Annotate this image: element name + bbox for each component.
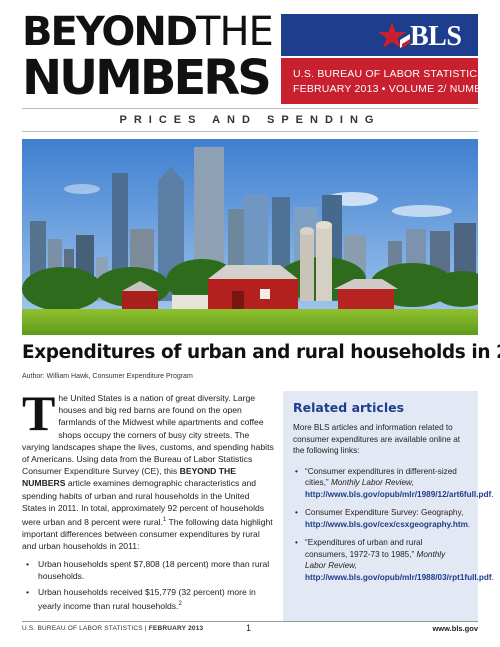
masthead-the: THE — [196, 9, 274, 55]
drop-cap: T — [22, 385, 56, 441]
article-title: Expenditures of urban and rural househol… — [22, 342, 500, 363]
red-barns — [122, 265, 398, 313]
related-list: “Consumer expenditures in different-size… — [293, 466, 494, 584]
related-heading: Related articles — [293, 400, 405, 415]
footer-source: U.S. BUREAU OF LABOR STATISTICS | FEBRUA… — [22, 625, 204, 632]
bls-logo-text: BLS — [410, 21, 462, 52]
footer-divider — [22, 621, 478, 622]
masthead-numbers: NUMBERS — [22, 50, 272, 106]
related-item: “Expenditures of urban and rural consume… — [293, 537, 494, 583]
related-link[interactable]: http://www.bls.gov/opub/mlr/1988/03/rpt1… — [305, 572, 492, 582]
related-articles-box: Related articles More BLS articles and i… — [283, 391, 494, 621]
masthead: BEYONDTHE NUMBERS — [22, 12, 280, 104]
list-item: Urban households received $15,779 (32 pe… — [22, 586, 274, 612]
related-link[interactable]: http://www.bls.gov/opub/mlr/1989/12/art6… — [305, 489, 492, 499]
intro-text-3: The following data highlight important d… — [22, 516, 273, 552]
article-author: Author: William Hawk, Consumer Expenditu… — [22, 373, 193, 380]
related-item: Consumer Expenditure Survey: Geography, … — [293, 507, 470, 530]
highlights-list: Urban households spent $7,808 (18 percen… — [22, 558, 274, 613]
masthead-line-1: BEYONDTHE — [22, 9, 274, 55]
footer-url-link[interactable]: www.bls.gov — [432, 624, 478, 633]
related-link[interactable]: http://www.bls.gov/cex/csxgeography.htm — [305, 519, 468, 529]
intro-text-2: article examines demographic characteris… — [22, 478, 265, 527]
agency-name: U.S. BUREAU OF LABOR STATISTICS — [293, 68, 485, 80]
bls-logo-icon — [378, 22, 410, 48]
related-intro: More BLS articles and information relate… — [293, 423, 461, 455]
footnote-ref-1[interactable]: 1 — [162, 517, 167, 524]
list-item: Urban households spent $7,808 (18 percen… — [22, 558, 274, 582]
logo-star-icon — [378, 22, 406, 48]
section-band: PRICES AND SPENDING — [22, 108, 478, 132]
section-title: PRICES AND SPENDING — [119, 114, 381, 126]
issue-info: FEBRUARY 2013 • VOLUME 2/ NUMBER 5 — [293, 83, 500, 95]
intro-brand: BEYOND THE NUMBERS — [22, 466, 236, 489]
hero-image — [22, 139, 478, 335]
header-blue-band — [281, 14, 478, 56]
page-number: 1 — [246, 623, 252, 633]
footnote-ref-2[interactable]: 2 — [178, 601, 182, 608]
intro-text-1: he United States is a nation of great di… — [22, 393, 274, 477]
header-red-band: U.S. BUREAU OF LABOR STATISTICS FEBRUARY… — [281, 58, 500, 104]
masthead-beyond: BEYOND — [22, 9, 198, 55]
related-item: “Consumer expenditures in different-size… — [293, 466, 494, 501]
